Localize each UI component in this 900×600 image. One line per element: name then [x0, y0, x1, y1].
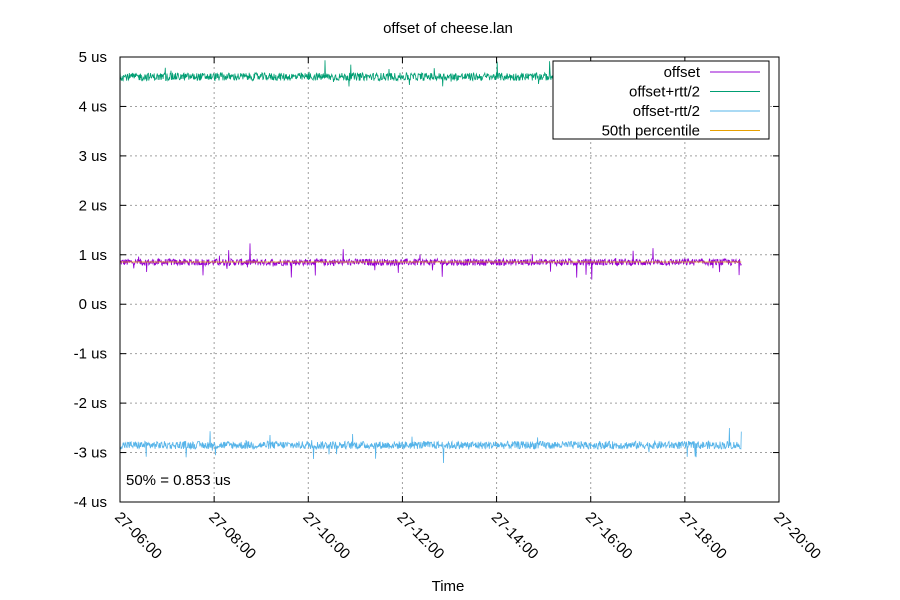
y-tick-label: 4 us: [79, 98, 107, 115]
y-tick-label: -1 us: [74, 346, 107, 363]
y-tick-label: -4 us: [74, 494, 107, 511]
x-tick-label: 27-08:00: [205, 509, 259, 563]
legend-label: 50th percentile: [602, 123, 700, 140]
x-tick-label: 27-18:00: [676, 509, 730, 563]
y-tick-label: -3 us: [74, 445, 107, 462]
y-axis: -4 us -3 us -2 us -1 us 0 us 1 us 2 us 3 us 4 us…: [74, 49, 779, 511]
chart-title: offset of cheese.lan: [383, 20, 513, 37]
legend-label: offset+rtt/2: [629, 84, 700, 101]
legend-label: offset: [664, 64, 701, 81]
x-axis-label: Time: [432, 578, 465, 595]
y-tick-label: 5 us: [79, 49, 107, 66]
series-line-2: [119, 427, 742, 464]
y-tick-label: 2 us: [79, 197, 107, 214]
x-tick-label: 27-12:00: [394, 509, 448, 563]
x-tick-label: 27-14:00: [488, 509, 542, 563]
series-line-0: [119, 243, 742, 280]
y-tick-label: 0 us: [79, 296, 107, 313]
y-tick-label: 1 us: [79, 247, 107, 264]
x-tick-label: 27-10:00: [299, 509, 353, 563]
x-tick-label: 27-20:00: [770, 509, 824, 563]
legend-label: offset-rtt/2: [633, 103, 700, 120]
grid-lines: [120, 57, 779, 502]
y-tick-label: -2 us: [74, 395, 107, 412]
median-annotation: 50% = 0.853 us: [126, 472, 231, 489]
x-tick-label: 27-06:00: [111, 509, 165, 563]
legend-box: [552, 60, 770, 140]
y-tick-label: 3 us: [79, 148, 107, 165]
x-tick-label: 27-16:00: [582, 509, 636, 563]
plot-frame: [119, 56, 780, 503]
legend: offset offset+rtt/2 offset-rtt/2 50th perce…: [552, 60, 770, 140]
